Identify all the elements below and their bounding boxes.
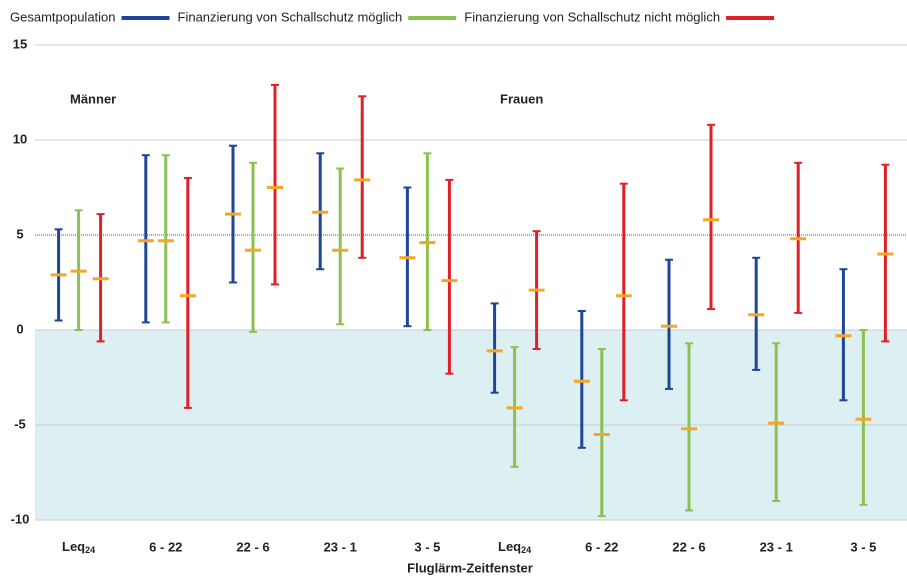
- x-tick-label: 6 - 22: [585, 539, 618, 554]
- annotation: Frauen: [500, 91, 543, 106]
- x-tick-label: 6 - 22: [149, 539, 182, 554]
- x-tick-label: 3 - 5: [850, 539, 876, 554]
- x-tick-label: 23 - 1: [760, 539, 793, 554]
- y-tick-label: -10: [11, 511, 30, 526]
- legend-label: Finanzierung von Schallschutz möglich: [178, 9, 403, 24]
- x-tick-label: Leq24: [62, 539, 95, 555]
- x-tick-label: Leq24: [498, 539, 531, 555]
- legend-label: Finanzierung von Schallschutz nicht mögl…: [464, 9, 720, 24]
- x-tick-label: 22 - 6: [236, 539, 269, 554]
- y-tick-label: 0: [16, 321, 23, 336]
- x-tick-label: 22 - 6: [672, 539, 705, 554]
- y-tick-label: 15: [13, 36, 27, 51]
- annotation: Männer: [70, 91, 116, 106]
- y-tick-label: 5: [16, 226, 23, 241]
- y-tick-label: 10: [13, 131, 27, 146]
- x-tick-label: 23 - 1: [324, 539, 357, 554]
- y-tick-label: -5: [14, 416, 26, 431]
- x-tick-label: 3 - 5: [414, 539, 440, 554]
- x-axis-title: Fluglärm-Zeitfenster: [407, 560, 533, 575]
- legend-label: Gesamtpopulation: [10, 9, 116, 24]
